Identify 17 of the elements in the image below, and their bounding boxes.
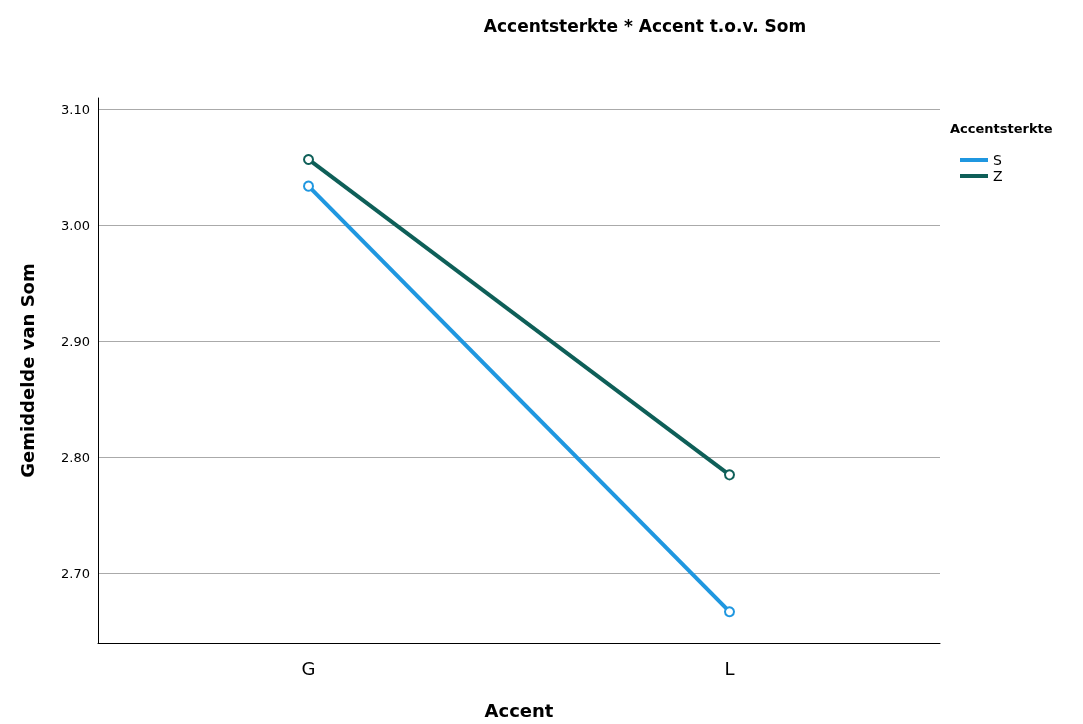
point xyxy=(724,606,735,618)
point xyxy=(724,469,735,481)
chart-title: Accentsterkte * Accent t.o.v. Som xyxy=(483,15,807,36)
legend-title: Accentsterkte xyxy=(950,121,1053,136)
y-tick-label: 2.80 xyxy=(61,449,90,465)
x-axis-title: Accent xyxy=(484,699,554,721)
y-tick-label: 2.90 xyxy=(61,334,90,350)
legend-label: Z xyxy=(993,168,1003,184)
legend-label: S xyxy=(993,152,1002,168)
y-tick-label: 3.10 xyxy=(61,102,90,118)
x-tick-label: G xyxy=(301,657,316,679)
y-tick-label: 3.00 xyxy=(61,218,90,234)
y-tick-label: 2.70 xyxy=(61,565,90,581)
point xyxy=(303,153,314,165)
y-axis-title: Gemiddelde van Som xyxy=(16,263,38,478)
point xyxy=(303,180,314,192)
x-tick-label: L xyxy=(724,657,735,679)
